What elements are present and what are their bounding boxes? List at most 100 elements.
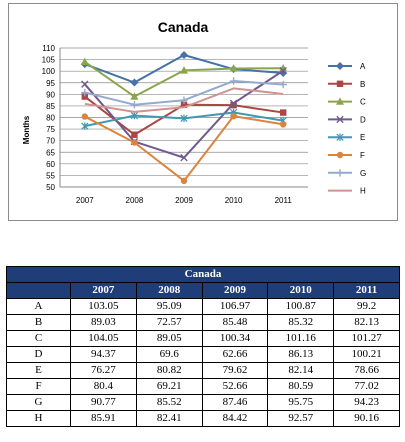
table-cell: 52.66 — [201, 378, 269, 395]
y-tick-label: 65 — [46, 148, 55, 157]
data-point — [130, 78, 139, 87]
data-point — [230, 101, 237, 109]
data-point — [81, 88, 89, 97]
legend-label: H — [360, 187, 366, 196]
table-cell: 78.66 — [333, 362, 400, 379]
table-cell: 95.09 — [135, 298, 203, 315]
data-point — [280, 121, 287, 128]
data-point — [180, 153, 188, 162]
legend-marker — [336, 62, 344, 70]
legend-label: E — [360, 133, 365, 142]
data-point — [229, 77, 238, 85]
data-point — [180, 101, 188, 109]
y-axis-label: Months — [22, 115, 31, 144]
table-cell: 69.6 — [135, 346, 203, 363]
legend-item: F — [328, 151, 365, 160]
data-point — [180, 177, 188, 185]
table-cell: 99.2 — [333, 298, 400, 315]
data-point — [229, 64, 238, 72]
table-cell: 94.37 — [70, 346, 137, 363]
legend-marker — [336, 169, 344, 177]
series-G — [81, 77, 287, 109]
table-row-label: F — [6, 378, 71, 395]
x-tick-label: 2011 — [275, 196, 293, 205]
table-cell: 85.52 — [135, 394, 203, 411]
data-point — [80, 57, 89, 65]
legend-label: G — [360, 169, 366, 178]
table-header-cell: 2008 — [135, 282, 203, 299]
legend-label: D — [360, 115, 366, 124]
table-cell: 69.21 — [135, 378, 203, 395]
legend-item: B — [328, 80, 365, 89]
legend-item: A — [328, 62, 366, 71]
table-header-row: 2007 2008 2009 2010 2011 — [6, 282, 400, 299]
data-point — [81, 80, 89, 88]
table-row: B 89.03 72.57 85.48 85.32 82.13 — [6, 314, 400, 331]
table-cell: 82.14 — [267, 362, 335, 379]
data-point — [131, 139, 138, 146]
table-row: G 90.77 85.52 87.46 95.75 94.23 — [6, 394, 400, 411]
table-row: E 76.27 80.82 79.62 82.14 78.66 — [6, 362, 400, 379]
y-tick-label: 110 — [42, 44, 55, 53]
data-point — [131, 131, 138, 138]
table-row-label: E — [6, 362, 71, 379]
legend-marker — [336, 115, 344, 124]
data-table-container: Canada 2007 2008 2009 2010 2011 A 103.05 95.09… — [6, 266, 400, 427]
table-row: F 80.4 69.21 52.66 80.59 77.02 — [6, 378, 400, 395]
table-cell: 82.13 — [333, 314, 400, 331]
table-header-cell: 2010 — [267, 282, 335, 299]
data-point — [81, 113, 89, 120]
chart-panel: Canada Months 50 55 60 65 70 75 80 85 90 95 100 105… — [8, 3, 398, 221]
data-point — [279, 66, 287, 75]
table-cell: 86.13 — [267, 346, 335, 363]
table-cell: 101.27 — [333, 330, 400, 347]
data-point — [180, 96, 188, 104]
table-cell: 104.05 — [70, 330, 137, 347]
table-cell: 77.02 — [333, 378, 400, 395]
series-lines — [80, 51, 288, 185]
x-tick-label: 2009 — [175, 196, 193, 205]
data-point — [230, 112, 237, 120]
data-point — [130, 111, 139, 120]
table-row: D 94.37 69.6 62.66 86.13 100.21 — [6, 346, 400, 363]
data-point — [130, 92, 139, 100]
legend-item: G — [328, 169, 366, 178]
table-title-row: Canada — [6, 266, 400, 283]
legend-item: E — [328, 133, 365, 142]
table-cell: 89.03 — [70, 314, 137, 331]
data-point — [180, 114, 188, 123]
x-tick-label: 2007 — [76, 196, 94, 205]
table-cell: 80.4 — [70, 378, 137, 395]
table-cell: 101.16 — [267, 330, 335, 347]
table-row-label: D — [6, 346, 71, 363]
legend-label: C — [360, 98, 366, 107]
y-tick-label: 55 — [46, 171, 55, 180]
table-cell: 90.16 — [333, 410, 400, 427]
chart-title: Canada — [158, 19, 209, 35]
legend-item: C — [328, 97, 366, 107]
table-header-cell — [6, 282, 71, 299]
table-cell: 89.05 — [135, 330, 203, 347]
table-cell: 82.41 — [135, 410, 203, 427]
legend-marker — [336, 151, 344, 159]
table-title: Canada — [6, 266, 400, 283]
table-cell: 94.23 — [333, 394, 400, 411]
x-tick-label: 2010 — [225, 196, 243, 205]
table-cell: 72.57 — [135, 314, 203, 331]
legend-marker — [336, 133, 344, 141]
legend-item: H — [328, 187, 366, 196]
y-tick-label: 105 — [42, 56, 56, 65]
data-point — [81, 93, 88, 100]
y-tick-label: 85 — [46, 102, 55, 111]
table-body: A 103.05 95.09 106.97 100.87 99.2 B 89.03 72.57 8… — [6, 298, 400, 427]
data-table: Canada 2007 2008 2009 2010 2011 A 103.05 95.09… — [6, 266, 400, 427]
table-header-cell: 2007 — [70, 282, 137, 299]
y-tick-label: 70 — [46, 137, 55, 146]
table-cell: 106.97 — [201, 298, 269, 315]
table-cell: 85.32 — [267, 314, 335, 331]
data-point — [130, 101, 139, 109]
table-cell: 84.42 — [201, 410, 269, 427]
table-cell: 87.46 — [201, 394, 269, 411]
table-cell: 95.75 — [267, 394, 335, 411]
